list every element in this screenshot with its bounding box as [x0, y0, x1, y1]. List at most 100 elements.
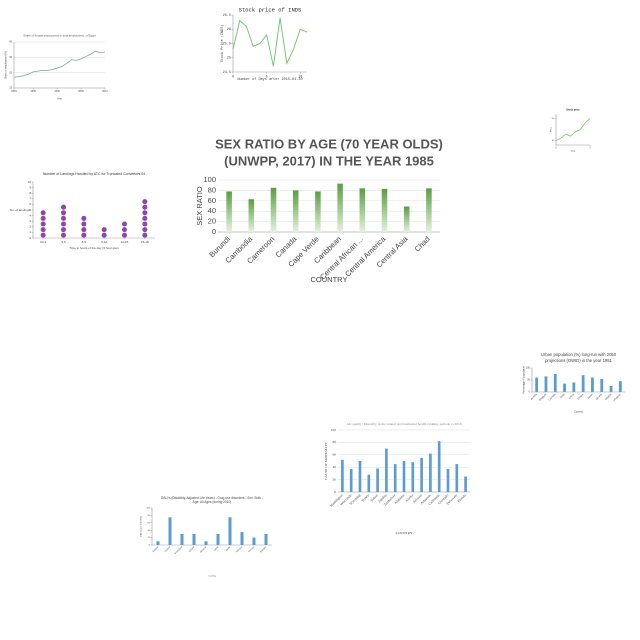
- x-axis-label: COUNTRY: [396, 531, 413, 535]
- bar: [402, 461, 406, 492]
- x-axis-label: Year: [57, 98, 62, 101]
- dot: [60, 227, 67, 233]
- bar: [315, 191, 321, 232]
- bar: [385, 448, 388, 492]
- y-tick-label: 0: [334, 490, 336, 494]
- y-tick-label: 20: [208, 217, 216, 226]
- x-tick-label: 10: [298, 75, 302, 79]
- y-tick-label: 80: [148, 515, 151, 517]
- y-tick-label: 10: [552, 140, 555, 142]
- x-tick-label: Chad: [413, 234, 432, 253]
- x-tick-label: Alaska: [404, 493, 414, 503]
- bar: [204, 541, 208, 545]
- x-tick-label: 0: [232, 75, 234, 79]
- bar: [240, 532, 244, 545]
- y-tick-label: 25: [227, 57, 231, 61]
- chart-title: Air quality: Mortality in the annual env…: [347, 422, 462, 427]
- x-tick-label: Austria: [530, 393, 538, 401]
- x-tick-label: Latvia: [213, 545, 220, 552]
- x-axis-label: Time in hours of the day (3 hour gap): [69, 246, 118, 250]
- x-tick-label: 3-6: [61, 240, 66, 244]
- x-tick-label: 15-18: [141, 240, 149, 244]
- x-tick-label: 0: [555, 147, 557, 149]
- bar: [337, 183, 343, 232]
- dot: [40, 232, 46, 238]
- bar: [403, 206, 410, 232]
- bar: [618, 381, 622, 392]
- y-axis-label: Percentage of population: [523, 365, 526, 393]
- y-tick-label: 4: [29, 213, 31, 217]
- dot: [101, 227, 107, 233]
- bar: [553, 374, 557, 392]
- y-tick-label: 80: [333, 440, 337, 444]
- dot: [60, 215, 67, 221]
- bar: [581, 375, 585, 392]
- bar: [349, 469, 353, 492]
- y-tick-label: 6: [29, 202, 31, 206]
- dot: [142, 215, 148, 221]
- chart-title: Urban population (%) long-run with 2050: [541, 352, 617, 357]
- x-tick-label: Japan: [587, 393, 594, 400]
- chart: Stock price of INDS Number of Days after …: [220, 6, 308, 82]
- chart: Urban population (%) long-run with 2050p…: [523, 352, 625, 414]
- y-axis-label: Price: [550, 126, 553, 132]
- x-axis-label: COUNTRY: [311, 275, 348, 284]
- bar: [376, 468, 379, 492]
- x-tick-label: 1991: [11, 90, 17, 93]
- dot-stack: [142, 199, 148, 238]
- dot: [60, 221, 67, 227]
- bar: [600, 378, 604, 392]
- chart: Stock price Day Price 10 20 0 7: [550, 109, 592, 153]
- y-tick-label: 26: [227, 28, 231, 32]
- x-tick-label: China: [568, 393, 575, 400]
- y-tick-label: 100: [331, 428, 337, 432]
- x-tick-label: Yemen: [360, 493, 370, 503]
- y-tick-label: 100: [146, 508, 150, 510]
- bar: [367, 474, 371, 492]
- x-tick-label: 5: [266, 75, 268, 79]
- bar: [455, 464, 459, 492]
- x-tick-label: Ghana: [577, 393, 585, 401]
- chart-title: Stock price: [566, 109, 580, 112]
- y-tick-label: 35: [9, 56, 12, 59]
- chart-title: DALYs (Disability-Adjusted Life Years) -…: [161, 496, 263, 500]
- y-tick-label: 40: [148, 530, 151, 532]
- y-tick-label: 100: [526, 367, 531, 370]
- bar: [393, 464, 397, 492]
- chart: Air quality: Mortality in the annual env…: [324, 422, 470, 535]
- y-tick-label: 40: [208, 206, 216, 215]
- bar: [192, 533, 196, 545]
- dot-stack: [81, 215, 87, 238]
- line: [555, 118, 591, 141]
- x-tick-label: 2010: [102, 90, 108, 93]
- x-tick-label: Zambia: [377, 493, 388, 504]
- chart: Number of Landings Handled by ATC for Tr…: [10, 172, 155, 250]
- dot: [142, 204, 148, 210]
- x-tick-label: Malta: [225, 545, 231, 551]
- x-tick-label: Chile: [560, 393, 567, 400]
- y-axis-label: DALYs (per 100,000): [140, 516, 143, 537]
- bar: [563, 383, 566, 392]
- bar: [464, 476, 467, 492]
- bar: [381, 188, 388, 232]
- dot-stack: [40, 210, 46, 238]
- y-tick-label: 60: [333, 453, 337, 457]
- dot: [121, 232, 128, 238]
- bar: [292, 190, 299, 232]
- bar: [426, 188, 432, 232]
- bar: [535, 377, 539, 392]
- bar: [226, 191, 232, 232]
- bar: [248, 199, 255, 232]
- y-tick-label: 100: [203, 175, 216, 184]
- chart-title: Share of female employment in total empl…: [23, 34, 96, 38]
- x-tick-label: Florida: [457, 493, 467, 503]
- line: [13, 50, 106, 78]
- x-tick-label: Monaco: [236, 546, 243, 553]
- chart-title: (UNWPP, 2017) IN THE YEAR 1985: [224, 153, 434, 168]
- dot-stack: [101, 227, 107, 238]
- dot: [142, 199, 148, 205]
- x-tick-label: 1995: [30, 90, 36, 93]
- dot: [81, 232, 87, 238]
- bar: [252, 537, 256, 545]
